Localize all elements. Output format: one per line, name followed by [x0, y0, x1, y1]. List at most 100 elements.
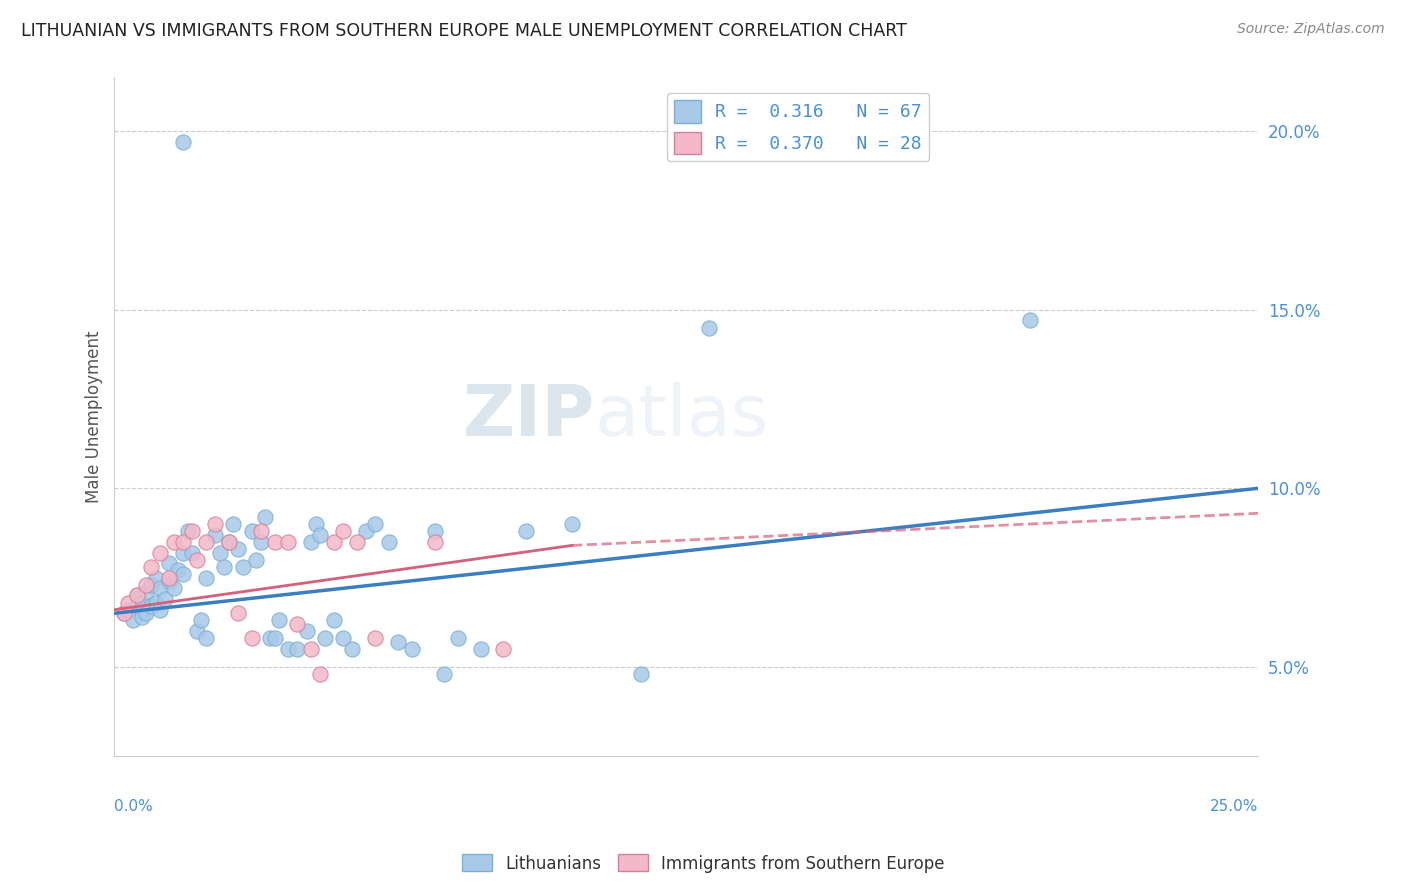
- Point: [131, 610, 153, 624]
- Point: [172, 566, 194, 581]
- Point: [263, 534, 285, 549]
- Point: [269, 614, 291, 628]
- Point: [232, 559, 254, 574]
- Point: [401, 642, 423, 657]
- Point: [194, 570, 217, 584]
- Point: [176, 524, 198, 538]
- Point: [561, 516, 583, 531]
- Text: ZIP: ZIP: [463, 383, 595, 451]
- Legend: R =  0.316   N = 67, R =  0.370   N = 28: R = 0.316 N = 67, R = 0.370 N = 28: [666, 94, 929, 161]
- Point: [163, 534, 186, 549]
- Point: [254, 509, 277, 524]
- Text: LITHUANIAN VS IMMIGRANTS FROM SOUTHERN EUROPE MALE UNEMPLOYMENT CORRELATION CHAR: LITHUANIAN VS IMMIGRANTS FROM SOUTHERN E…: [21, 22, 907, 40]
- Point: [446, 632, 468, 646]
- Point: [172, 534, 194, 549]
- Point: [378, 534, 401, 549]
- Point: [172, 545, 194, 559]
- Point: [131, 596, 153, 610]
- Point: [277, 534, 299, 549]
- Point: [218, 534, 240, 549]
- Point: [515, 524, 537, 538]
- Point: [423, 524, 446, 538]
- Point: [299, 534, 322, 549]
- Point: [250, 524, 273, 538]
- Point: [117, 596, 139, 610]
- Point: [240, 632, 263, 646]
- Point: [364, 632, 387, 646]
- Point: [226, 541, 249, 556]
- Point: [433, 667, 456, 681]
- Point: [172, 135, 194, 149]
- Point: [149, 582, 172, 596]
- Point: [204, 527, 226, 541]
- Point: [492, 642, 515, 657]
- Legend: Lithuanians, Immigrants from Southern Europe: Lithuanians, Immigrants from Southern Eu…: [456, 847, 950, 880]
- Point: [295, 624, 318, 639]
- Point: [309, 527, 332, 541]
- Point: [139, 559, 162, 574]
- Text: 25.0%: 25.0%: [1211, 799, 1258, 814]
- Text: Source: ZipAtlas.com: Source: ZipAtlas.com: [1237, 22, 1385, 37]
- Point: [167, 563, 190, 577]
- Point: [157, 556, 180, 570]
- Point: [222, 516, 245, 531]
- Point: [240, 524, 263, 538]
- Point: [121, 614, 143, 628]
- Point: [259, 632, 281, 646]
- Point: [226, 607, 249, 621]
- Point: [135, 578, 157, 592]
- Point: [287, 642, 309, 657]
- Point: [139, 578, 162, 592]
- Point: [145, 596, 167, 610]
- Point: [112, 607, 135, 621]
- Point: [299, 642, 322, 657]
- Point: [181, 545, 204, 559]
- Point: [364, 516, 387, 531]
- Point: [149, 603, 172, 617]
- Point: [204, 516, 226, 531]
- Point: [208, 545, 231, 559]
- Point: [181, 524, 204, 538]
- Point: [163, 582, 186, 596]
- Point: [157, 570, 180, 584]
- Point: [153, 592, 176, 607]
- Point: [194, 632, 217, 646]
- Point: [127, 589, 149, 603]
- Point: [1018, 313, 1040, 327]
- Point: [423, 534, 446, 549]
- Point: [287, 617, 309, 632]
- Point: [145, 570, 167, 584]
- Point: [305, 516, 328, 531]
- Point: [630, 667, 652, 681]
- Point: [157, 574, 180, 588]
- Point: [332, 632, 354, 646]
- Point: [387, 635, 409, 649]
- Point: [346, 534, 368, 549]
- Point: [186, 624, 208, 639]
- Point: [139, 599, 162, 614]
- Point: [212, 559, 235, 574]
- Point: [135, 585, 157, 599]
- Point: [470, 642, 492, 657]
- Point: [149, 545, 172, 559]
- Point: [186, 552, 208, 566]
- Point: [697, 320, 720, 334]
- Point: [277, 642, 299, 657]
- Point: [194, 534, 217, 549]
- Point: [127, 589, 149, 603]
- Point: [190, 614, 212, 628]
- Point: [332, 524, 354, 538]
- Point: [354, 524, 377, 538]
- Point: [323, 614, 346, 628]
- Point: [250, 534, 273, 549]
- Point: [314, 632, 336, 646]
- Point: [127, 599, 149, 614]
- Point: [309, 667, 332, 681]
- Point: [342, 642, 364, 657]
- Point: [112, 607, 135, 621]
- Point: [135, 607, 157, 621]
- Point: [245, 552, 267, 566]
- Point: [263, 632, 285, 646]
- Y-axis label: Male Unemployment: Male Unemployment: [86, 331, 103, 503]
- Point: [117, 603, 139, 617]
